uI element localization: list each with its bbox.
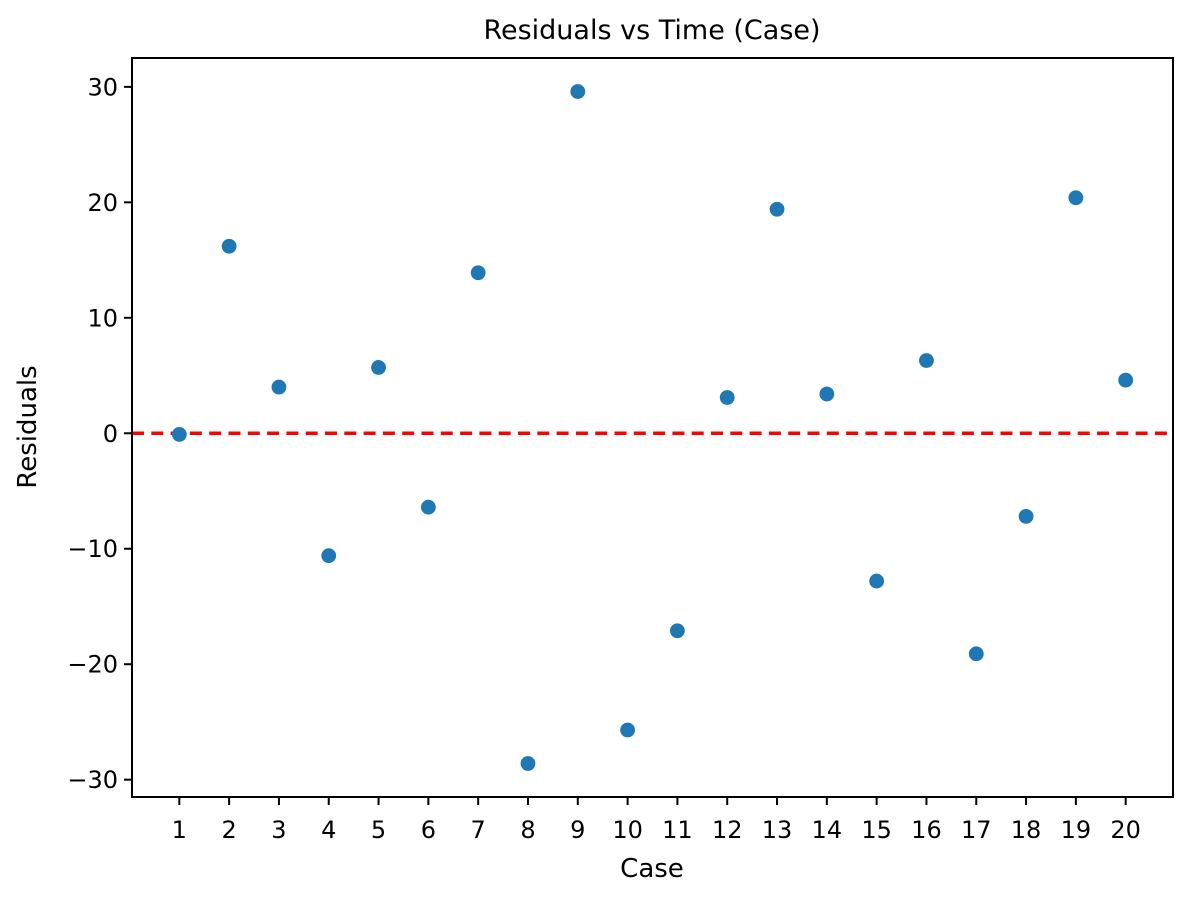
x-tick-label: 10 [612,816,643,844]
y-tick-label: 30 [87,73,118,101]
axes-box [131,57,1174,798]
x-tick-label: 19 [1061,816,1092,844]
data-point [719,390,735,405]
x-tick-label: 8 [520,816,535,844]
data-point [670,623,685,639]
data-point [1018,509,1034,524]
data-point [620,722,635,738]
data-point [371,360,386,375]
data-point [321,548,337,564]
x-tick-label: 1 [172,816,187,844]
x-tick-label: 6 [421,816,436,844]
y-axis-label: Residuals [13,365,43,488]
x-tick-label: 14 [812,816,843,844]
data-point [171,427,187,442]
x-tick-label: 2 [221,816,236,844]
y-tick-label: 20 [87,189,118,217]
x-tick-label: 15 [861,816,892,844]
x-tick-label: 11 [662,816,693,844]
data-point [919,353,934,368]
data-point [221,238,237,254]
y-axis: −30 −20 −10 0 10 20 30 [67,73,132,794]
x-tick-label: 20 [1110,816,1141,844]
data-point [968,646,984,662]
x-tick-label: 16 [911,816,942,844]
data-point [271,379,287,395]
x-axis: 1 2 3 4 5 6 7 8 9 10 11 12 13 14 15 16 17 18 19 20 [172,797,1141,844]
chart-title: Residuals vs Time (Case) [483,15,820,46]
data-point [570,84,586,99]
y-tick-label: 10 [87,304,118,332]
y-tick-label: −30 [67,766,118,794]
data-points [171,84,1134,771]
x-tick-label: 9 [570,816,585,844]
data-point [470,265,486,281]
x-tick-label: 3 [271,816,286,844]
data-point [869,573,885,589]
data-point [819,386,835,402]
data-point [769,201,785,217]
x-tick-label: 5 [371,816,386,844]
x-tick-label: 7 [471,816,486,844]
x-tick-label: 13 [762,816,793,844]
x-tick-label: 4 [321,816,336,844]
y-tick-label: −20 [67,651,118,679]
data-point [1068,190,1084,206]
data-point [420,499,436,515]
y-tick-label: 0 [103,420,118,448]
plot-spines [131,57,1174,798]
data-point [520,756,536,771]
x-axis-label: Case [620,854,684,884]
x-tick-label: 17 [961,816,992,844]
x-tick-label: 18 [1011,816,1042,844]
data-point [1118,372,1134,388]
y-tick-label: −10 [67,535,118,563]
x-tick-label: 12 [712,816,743,844]
